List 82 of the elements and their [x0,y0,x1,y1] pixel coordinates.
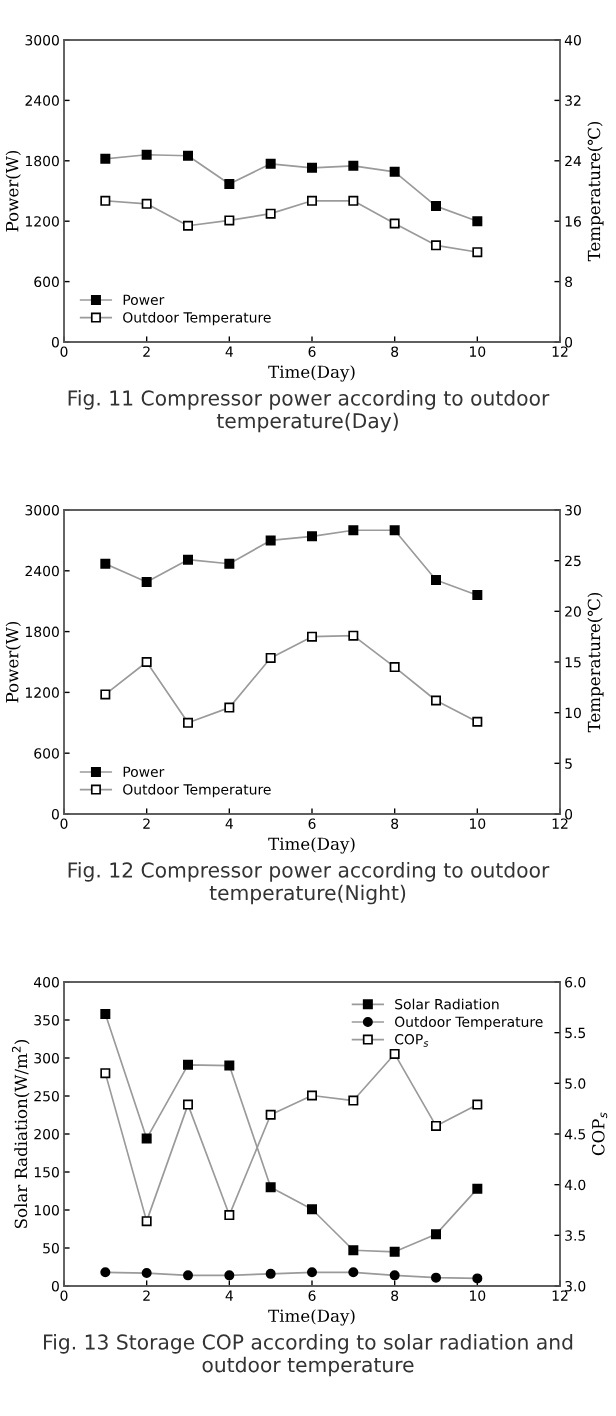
point [389,218,400,229]
y-axis-title: Solar Radiation(W/m$^{2}$) [11,1039,30,1229]
point [430,695,442,706]
caption: Fig. 11 Compressor power according to outdoor temperature(Day) [68,390,550,433]
point [224,1270,235,1281]
point [265,1182,276,1193]
point [348,525,359,536]
x-axis-title: Time(Day) [268,1309,355,1326]
point [182,717,194,728]
y2-axis-title: COP$_{s}$ [591,1112,608,1156]
point [472,247,483,258]
point [430,201,442,212]
point [224,1060,235,1071]
point [389,1246,400,1257]
point [348,630,359,641]
point [430,1120,442,1131]
point [182,1099,194,1110]
point [182,554,194,565]
point [306,195,318,206]
point [306,631,318,642]
point [265,208,276,219]
point [430,1272,442,1283]
point [348,160,359,171]
point [100,1267,111,1278]
point [389,525,400,536]
point [306,531,318,542]
point [348,1267,359,1278]
point [100,1008,111,1019]
point [472,1183,483,1194]
x-axis-title: Time(Day) [268,837,355,854]
x-axis-title: Time(Day) [268,365,355,382]
caption: Fig. 12 Compressor power according to outdoor temperature(Night) [68,862,550,905]
y-axis-title: Power(W) [5,150,21,232]
point [430,1229,442,1240]
point [472,1273,483,1284]
point [265,535,276,546]
point [224,178,235,189]
point [348,1095,359,1106]
point [100,1068,111,1079]
y-axis-title: Power(W) [5,621,21,703]
point [141,198,152,209]
point [265,652,276,663]
point [306,1090,318,1101]
point [389,1270,400,1281]
point [472,216,483,227]
point [100,558,111,569]
point [141,1216,152,1227]
point [430,240,442,251]
point [182,220,194,231]
point [389,662,400,673]
point [182,1059,194,1070]
point [265,1268,276,1279]
point [141,656,152,668]
point [141,1268,152,1279]
point [224,702,235,713]
point [100,153,111,164]
point [182,150,194,161]
point [306,1267,318,1278]
point [472,1099,483,1110]
point [182,1270,194,1281]
point [224,558,235,569]
point [430,574,442,585]
point [224,1210,235,1221]
point [100,195,111,206]
caption: Fig. 13 Storage COP according to solar radiation and outdoor temperature [44,1334,573,1377]
point [141,576,152,587]
point [141,149,152,160]
point [265,1109,276,1120]
y2-axis-title: Temperature(℃) [587,121,604,262]
point [389,1048,400,1059]
point [389,166,400,177]
y2-axis-title: Temperature(℃) [587,592,604,733]
point [224,215,235,226]
point [472,590,483,601]
point [265,158,276,169]
point [306,1204,318,1215]
point [348,1245,359,1256]
point [141,1133,152,1144]
point [472,716,483,727]
point [100,689,111,700]
point [348,195,359,206]
point [306,162,318,173]
